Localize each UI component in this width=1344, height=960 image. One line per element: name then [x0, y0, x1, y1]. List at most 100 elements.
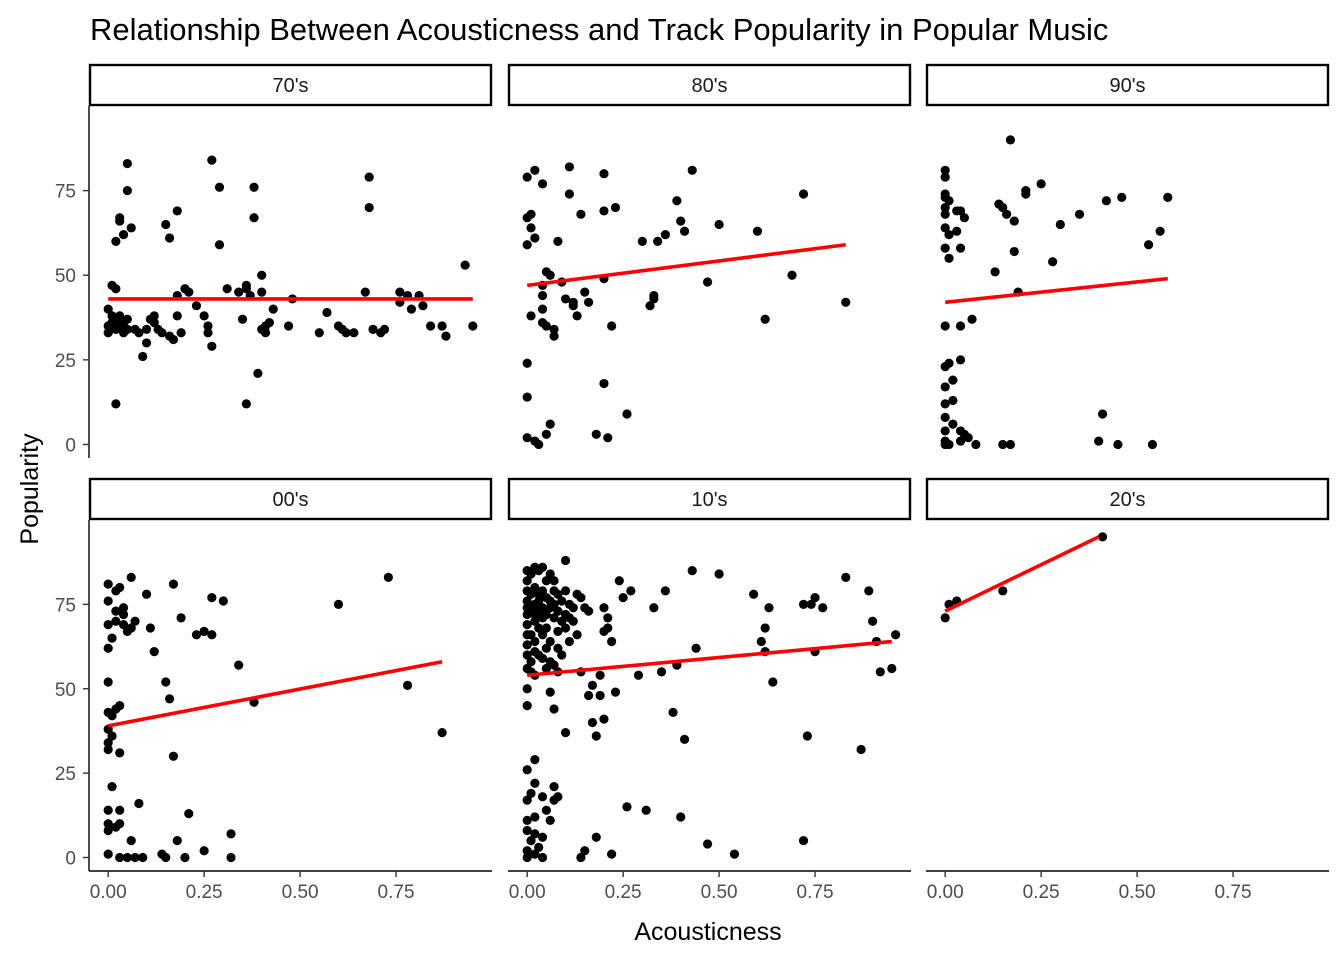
- data-point: [141, 324, 152, 334]
- trend-line: [527, 639, 892, 678]
- data-point: [1021, 186, 1031, 196]
- data-point: [549, 324, 559, 334]
- data-point: [395, 287, 405, 297]
- data-point: [172, 311, 182, 321]
- data-point: [141, 589, 152, 599]
- x-tick-label: 0.75: [378, 882, 415, 903]
- data-point: [199, 626, 209, 636]
- data-point: [249, 182, 259, 192]
- data-point: [522, 576, 532, 586]
- data-point: [603, 433, 613, 443]
- data-point: [522, 846, 532, 856]
- data-point: [234, 660, 244, 670]
- data-point: [172, 206, 182, 216]
- data-point: [149, 311, 159, 321]
- data-point: [971, 439, 981, 450]
- data-point: [702, 277, 713, 287]
- data-point: [333, 599, 344, 609]
- data-point: [161, 852, 171, 863]
- data-point: [595, 670, 605, 680]
- data-point: [787, 270, 797, 280]
- facet-strip-label: 10's: [691, 489, 727, 511]
- data-point: [526, 657, 536, 667]
- data-point: [841, 572, 851, 582]
- data-point: [580, 846, 590, 856]
- data-point: [940, 412, 950, 422]
- data-point: [134, 798, 144, 809]
- data-point: [545, 687, 555, 697]
- facet-strip-label: 20's: [1109, 489, 1145, 511]
- data-point: [955, 321, 966, 331]
- data-point: [856, 744, 866, 755]
- data-point: [610, 687, 621, 697]
- data-point: [599, 714, 609, 724]
- data-point: [940, 243, 950, 253]
- data-point: [118, 609, 129, 620]
- data-point: [530, 755, 540, 765]
- data-point: [107, 711, 117, 721]
- data-point: [103, 328, 113, 338]
- x-tick-label: 0.50: [282, 882, 319, 903]
- data-point: [572, 311, 582, 321]
- data-point: [437, 321, 447, 331]
- data-point: [522, 596, 532, 606]
- data-point: [553, 589, 563, 599]
- data-point: [122, 314, 132, 324]
- data-point: [944, 358, 954, 368]
- facet-panel: 80's: [507, 63, 912, 450]
- data-point: [522, 358, 532, 368]
- data-point: [749, 589, 759, 599]
- data-point: [253, 368, 263, 378]
- data-point: [537, 832, 548, 842]
- data-point: [203, 321, 213, 331]
- x-tick-label: 0.25: [1023, 882, 1060, 903]
- data-point: [541, 663, 551, 674]
- facet-panels: 70's 0 25 50 75 80's 90's 00's 0 25 50 75 0.00 0.25 0.…: [55, 63, 1330, 903]
- data-point: [130, 616, 140, 626]
- data-point: [760, 314, 770, 324]
- data-point: [103, 579, 113, 589]
- facet-panel: 20's 0.00 0.25 0.50 0.75: [925, 477, 1330, 903]
- data-point: [618, 593, 628, 603]
- data-point: [576, 209, 586, 219]
- facet-strip: [925, 63, 1330, 107]
- data-point: [534, 596, 544, 606]
- data-point: [264, 318, 274, 328]
- data-point: [530, 812, 540, 822]
- data-point: [103, 677, 113, 687]
- data-point: [203, 328, 213, 338]
- data-point: [584, 690, 594, 701]
- data-point: [955, 243, 966, 253]
- facet-strip-label: 70's: [272, 75, 308, 97]
- data-point: [545, 569, 555, 579]
- data-point: [622, 409, 632, 419]
- data-point: [168, 579, 179, 589]
- data-point: [564, 162, 575, 172]
- data-point: [944, 230, 954, 240]
- data-point: [1005, 135, 1016, 145]
- data-point: [545, 815, 555, 825]
- data-point: [948, 419, 958, 429]
- y-tick-label: 25: [55, 351, 76, 372]
- data-point: [537, 653, 548, 663]
- data-point: [115, 582, 125, 593]
- data-point: [172, 836, 182, 846]
- data-point: [584, 606, 594, 616]
- data-point: [141, 338, 152, 348]
- data-point: [998, 202, 1008, 213]
- data-point: [557, 616, 567, 626]
- data-point: [944, 253, 954, 263]
- data-point: [541, 643, 551, 653]
- data-point: [944, 439, 954, 450]
- data-point: [530, 165, 540, 175]
- data-point: [402, 680, 413, 690]
- data-point: [1163, 192, 1173, 202]
- data-point: [522, 701, 532, 711]
- data-point: [537, 792, 548, 802]
- data-point: [818, 603, 828, 613]
- data-point: [944, 196, 954, 206]
- data-point: [115, 805, 125, 815]
- data-point: [714, 219, 724, 230]
- data-point: [226, 852, 236, 863]
- data-point: [537, 586, 548, 596]
